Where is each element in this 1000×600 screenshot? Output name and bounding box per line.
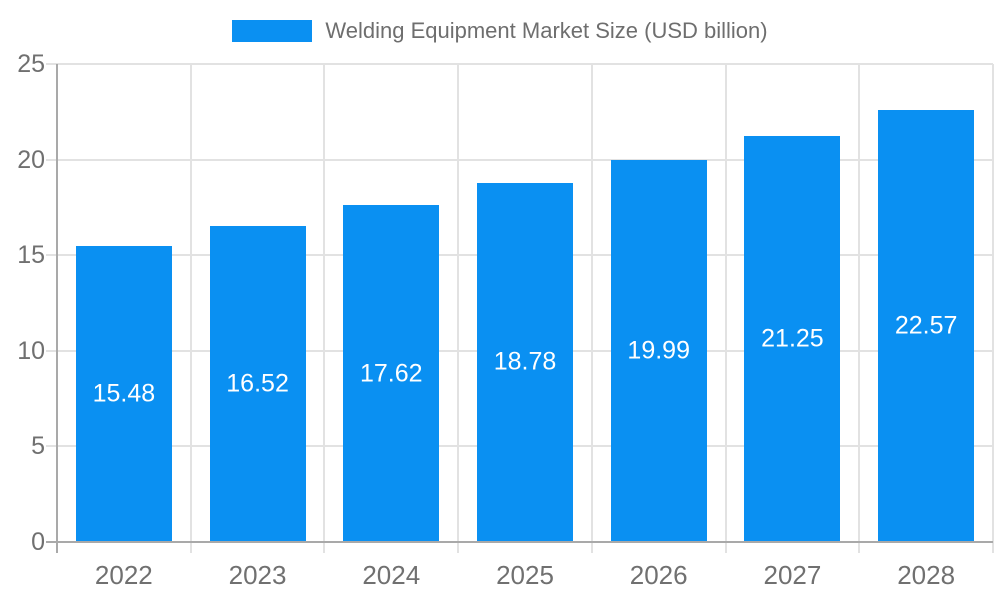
y-tick-label: 20 (17, 145, 45, 174)
gridline-vertical (590, 64, 593, 553)
x-tick-label: 2027 (763, 560, 822, 590)
gridline-horizontal (46, 158, 993, 161)
y-tick-label: 5 (31, 432, 45, 461)
legend-swatch (232, 20, 313, 42)
y-axis-line (56, 64, 58, 553)
gridline-vertical (457, 64, 460, 553)
bar-2026: 19.99 (610, 159, 707, 542)
x-tick-label: 2024 (362, 560, 421, 590)
gridline-vertical (858, 64, 861, 553)
y-tick-label: 25 (17, 50, 45, 78)
x-tick-label: 2025 (496, 560, 554, 590)
legend-item[interactable]: Welding Equipment Market Size (USD billi… (232, 18, 768, 44)
bar-2028: 22.57 (878, 110, 975, 542)
bar-2027: 21.25 (744, 135, 841, 542)
gridline-horizontal (46, 63, 993, 65)
bar-2022: 15.48 (75, 246, 172, 542)
gridline-vertical (189, 64, 192, 553)
x-tick-label: 2022 (94, 560, 153, 590)
bar-value-label: 17.62 (360, 359, 423, 388)
gridline-vertical (992, 64, 994, 553)
bar-value-label: 16.52 (226, 369, 289, 398)
bar-value-label: 15.48 (92, 379, 156, 408)
bar-2024: 17.62 (343, 205, 440, 542)
y-tick-label: 15 (17, 241, 45, 270)
bar-2025: 18.78 (477, 182, 573, 542)
bar-value-label: 19.99 (627, 336, 690, 365)
bar-value-label: 18.78 (493, 347, 557, 376)
gridline-vertical (724, 64, 727, 553)
x-tick-label: 2023 (228, 560, 287, 590)
x-axis-line (46, 541, 993, 543)
bar-value-label: 22.57 (894, 311, 958, 340)
legend-label: Welding Equipment Market Size (USD billi… (325, 18, 768, 43)
x-tick-label: 2028 (897, 560, 956, 590)
gridline-vertical (323, 64, 326, 553)
bar-value-label: 21.25 (761, 324, 824, 353)
y-tick-label: 0 (31, 528, 45, 556)
y-tick-label: 10 (17, 336, 45, 365)
x-tick-label: 2026 (629, 560, 688, 590)
bar-2023: 16.52 (209, 226, 306, 542)
legend: Welding Equipment Market Size (USD billi… (0, 18, 1000, 44)
